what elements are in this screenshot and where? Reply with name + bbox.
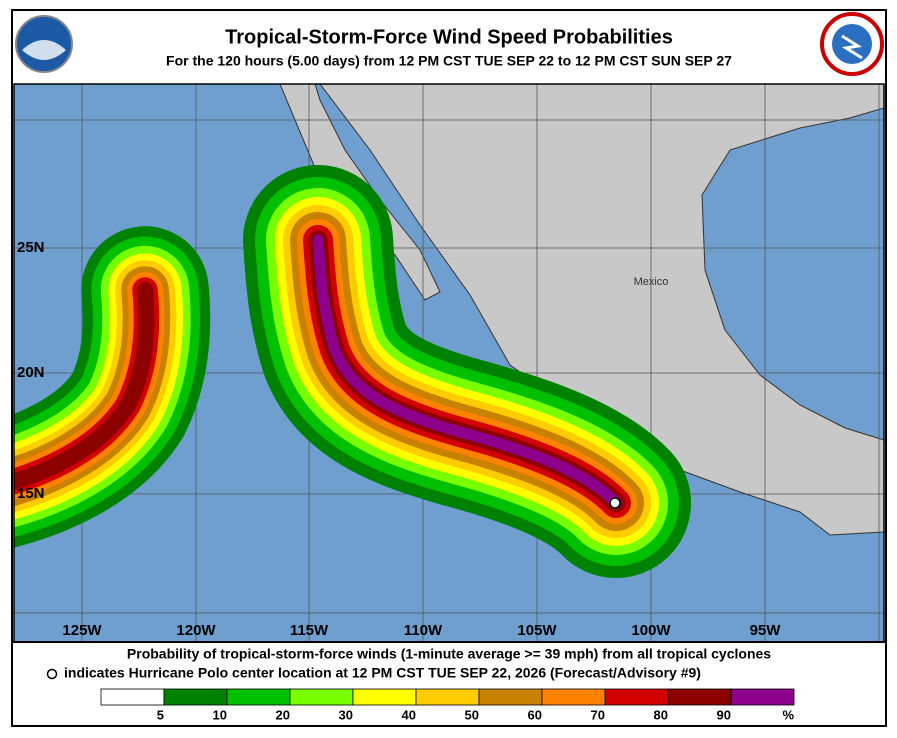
legend-label: 80 [654,707,668,722]
lat-label: 20N [17,364,45,381]
legend-unit: % [782,707,794,722]
legend-label: 10 [213,707,227,722]
legend-swatch [163,688,228,706]
legend-label: 60 [528,707,542,722]
nws-logo [820,12,884,76]
swath [14,281,155,490]
legend-label: 5 [157,707,164,722]
map: Mexico [14,84,884,642]
center-icon [46,668,58,680]
legend-swatch [352,688,417,706]
legend-swatch [541,688,606,706]
legend-swatch [226,688,291,706]
legend-swatch [289,688,354,706]
legend-swatch [478,688,543,706]
swath [312,234,622,509]
lat-label: 25N [17,239,45,256]
legend-label: 50 [465,707,479,722]
lon-label: 95W [750,622,782,639]
legend-label: 40 [402,707,416,722]
title: Tropical-Storm-Force Wind Speed Probabil… [225,26,673,48]
footer-line2: indicates Hurricane Polo center location… [64,665,701,681]
legend-label: 30 [339,707,353,722]
legend-swatch [415,688,480,706]
storm-center [609,497,621,509]
land [319,84,884,536]
legend-swatch [604,688,669,706]
lon-label: 125W [62,622,102,639]
legend-label: 70 [591,707,605,722]
lon-label: 115W [290,622,329,639]
legend-swatch [667,688,732,706]
subtitle: For the 120 hours (5.00 days) from 12 PM… [166,53,732,69]
lon-label: 100W [631,622,671,639]
lon-label: 120W [176,622,216,639]
legend-swatch [730,688,795,706]
legend-label: 90 [717,707,731,722]
lon-label: 105W [517,622,557,639]
noaa-logo [15,15,73,73]
legend-label: 20 [276,707,290,722]
legend-swatch [100,688,165,706]
footer-line1: Probability of tropical-storm-force wind… [127,646,771,662]
lon-label: 110W [404,622,443,639]
place-label: Mexico [634,276,669,288]
lat-label: 15N [17,485,45,502]
